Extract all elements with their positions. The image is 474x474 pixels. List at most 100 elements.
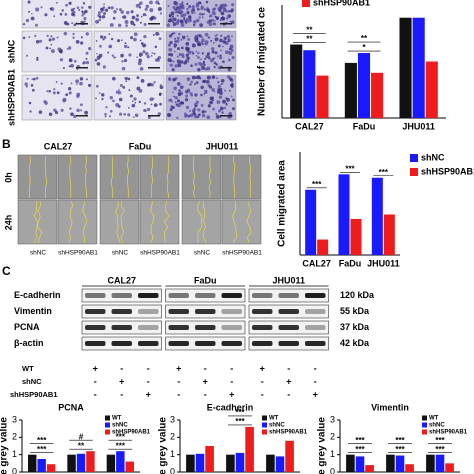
condition-label: WT <box>22 364 34 373</box>
cell-dot <box>207 36 211 39</box>
cell-dot <box>136 76 140 80</box>
cell-dot <box>201 38 205 42</box>
cell-dot <box>179 60 184 64</box>
cell-dot <box>69 107 72 110</box>
wound-image <box>221 154 262 200</box>
cell-dot <box>46 90 49 93</box>
scale-bar <box>148 67 160 69</box>
cell-dot <box>59 12 63 16</box>
cell-dot <box>171 68 175 72</box>
cell-dot <box>55 1 58 4</box>
cell-dot <box>65 3 68 7</box>
legend-label: shHSP90AB1 <box>112 430 151 436</box>
cell-dot <box>229 45 234 49</box>
cell-dot <box>70 82 73 85</box>
bar <box>290 44 303 118</box>
cell-dot <box>28 10 31 13</box>
cell-dot <box>133 97 137 101</box>
cell-dot <box>153 16 157 20</box>
cell-dot <box>222 40 227 44</box>
cell-dot <box>84 9 88 14</box>
cell-dot <box>87 47 92 51</box>
blot-band <box>252 341 273 346</box>
cell-dot <box>216 55 219 58</box>
legend-label: shNC <box>421 152 445 162</box>
cell-dot <box>178 8 182 11</box>
cell-dot <box>95 40 98 42</box>
cell-dot <box>68 65 71 68</box>
cell-dot <box>133 32 138 37</box>
cell-dot <box>129 94 133 98</box>
legend-label: shHSP90AB1 <box>313 0 370 7</box>
cell-dot <box>219 91 223 95</box>
sig-label: *** <box>345 164 355 173</box>
cell-dot <box>149 8 154 13</box>
cell-dot <box>102 65 107 69</box>
cell-dot <box>109 23 114 27</box>
x-tick-label: FaDu <box>339 258 362 268</box>
cell-dot <box>46 34 49 38</box>
cell-dot <box>157 55 162 60</box>
cell-dot <box>102 6 106 9</box>
sig-label: ** <box>361 34 368 43</box>
cell-dot <box>78 8 81 11</box>
bar <box>125 461 134 472</box>
cell-dot <box>112 76 116 81</box>
bar <box>46 464 56 472</box>
cell-dot <box>71 12 75 16</box>
cell-dot <box>185 105 190 110</box>
cell-dot <box>83 20 86 23</box>
sig-label: * <box>362 43 366 52</box>
cell-dot <box>147 115 151 120</box>
y-axis-label: e grey value <box>317 417 328 474</box>
cell-dot <box>118 97 123 102</box>
sign: - <box>287 363 290 373</box>
bar <box>383 214 395 255</box>
wound-image <box>17 154 58 200</box>
cell-dot <box>223 106 227 110</box>
y-tick-label: 1 <box>330 449 335 459</box>
cell-dot <box>145 4 150 9</box>
wound-image <box>57 199 98 245</box>
cell-dot <box>154 45 158 49</box>
blot-band <box>168 309 189 314</box>
cell-dot <box>62 66 65 70</box>
sign: - <box>287 389 290 399</box>
protein-label: PCNA <box>14 322 40 332</box>
x-tick-label: CAL27 <box>295 121 324 131</box>
cell-dot <box>50 49 55 53</box>
cell-dot <box>185 18 189 21</box>
cell-dot <box>138 58 142 63</box>
bar <box>266 454 275 472</box>
cell-dot <box>118 112 123 116</box>
cell-dot <box>173 86 177 91</box>
cell-dot <box>206 52 211 56</box>
size-label: 42 kDa <box>340 338 370 348</box>
cell-dot <box>73 10 76 14</box>
sign: + <box>313 389 318 399</box>
cell-dot <box>99 15 102 19</box>
cell-dot <box>56 91 60 95</box>
condition-label: shHSP90AB1 <box>10 390 58 399</box>
cell-dot <box>134 113 139 118</box>
cell-dot <box>217 84 221 89</box>
size-label: 37 kDa <box>340 322 370 332</box>
cell-dot <box>104 115 107 118</box>
time-label: 24h <box>3 215 13 231</box>
cell-dot <box>190 64 193 68</box>
cell-dot <box>22 22 26 26</box>
cell-dot <box>143 43 147 47</box>
cell-dot <box>200 104 204 107</box>
bar <box>86 451 95 472</box>
cell-dot <box>112 99 115 103</box>
cell-dot <box>220 11 223 14</box>
legend-swatch <box>422 415 427 421</box>
bar <box>235 452 245 472</box>
cell-dot <box>52 91 56 95</box>
cell-dot <box>193 114 198 119</box>
cell-dot <box>138 6 142 9</box>
cell-dot <box>201 113 206 118</box>
y-tick-label: 3 <box>330 414 335 424</box>
bar <box>355 456 365 472</box>
cell-dot <box>177 103 181 108</box>
